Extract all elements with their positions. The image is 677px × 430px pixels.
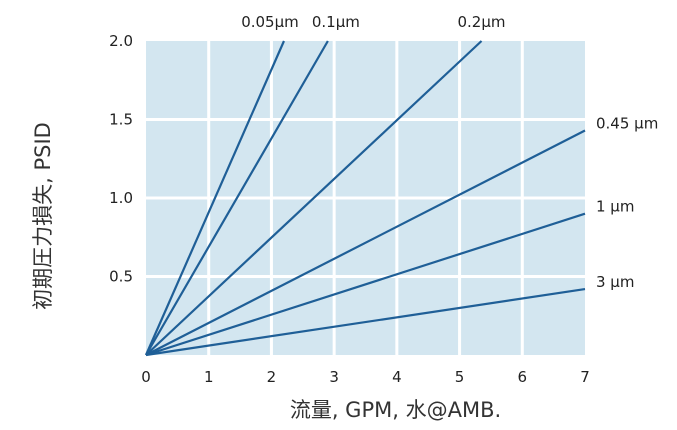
series-line (144, 40, 285, 356)
y-tick-label: 1.0 (109, 189, 133, 207)
y-tick-label: 0.5 (109, 268, 133, 286)
y-axis-title: 初期圧力損失, PSID (31, 122, 55, 310)
series-line (145, 287, 586, 357)
x-tick-label: 5 (455, 368, 465, 386)
series-line (145, 40, 329, 356)
y-tick-label: 1.5 (109, 111, 133, 129)
x-tick-label: 3 (329, 368, 339, 386)
y-tick-label: 2.0 (109, 32, 133, 50)
grid (146, 41, 585, 355)
x-tick-label: 2 (267, 368, 277, 386)
y-axis-ticks: 0.5 1.0 1.5 2.0 (109, 32, 133, 286)
series-label: 1 µm (596, 198, 634, 216)
x-tick-label: 4 (392, 368, 402, 386)
x-axis-ticks: 0 1 2 3 4 5 6 7 (141, 368, 590, 386)
x-axis-title: 流量, GPM, 水@AMB. (290, 398, 501, 422)
series-label: 0.45 µm (596, 114, 658, 132)
series-label: 0.05µm (241, 13, 299, 31)
series-line (145, 40, 483, 356)
x-tick-label: 1 (204, 368, 214, 386)
x-tick-label: 0 (141, 368, 151, 386)
series-line (145, 129, 586, 356)
x-tick-label: 7 (580, 368, 590, 386)
series-label: 0.2µm (458, 13, 506, 31)
x-tick-label: 6 (518, 368, 528, 386)
series-lines (144, 40, 586, 357)
series-label: 0.1µm (312, 13, 360, 31)
series-line (145, 212, 586, 357)
series-labels: 0.05µm 0.1µm 0.2µm 0.45 µm 1 µm 3 µm (241, 13, 658, 291)
series-label: 3 µm (596, 273, 634, 291)
